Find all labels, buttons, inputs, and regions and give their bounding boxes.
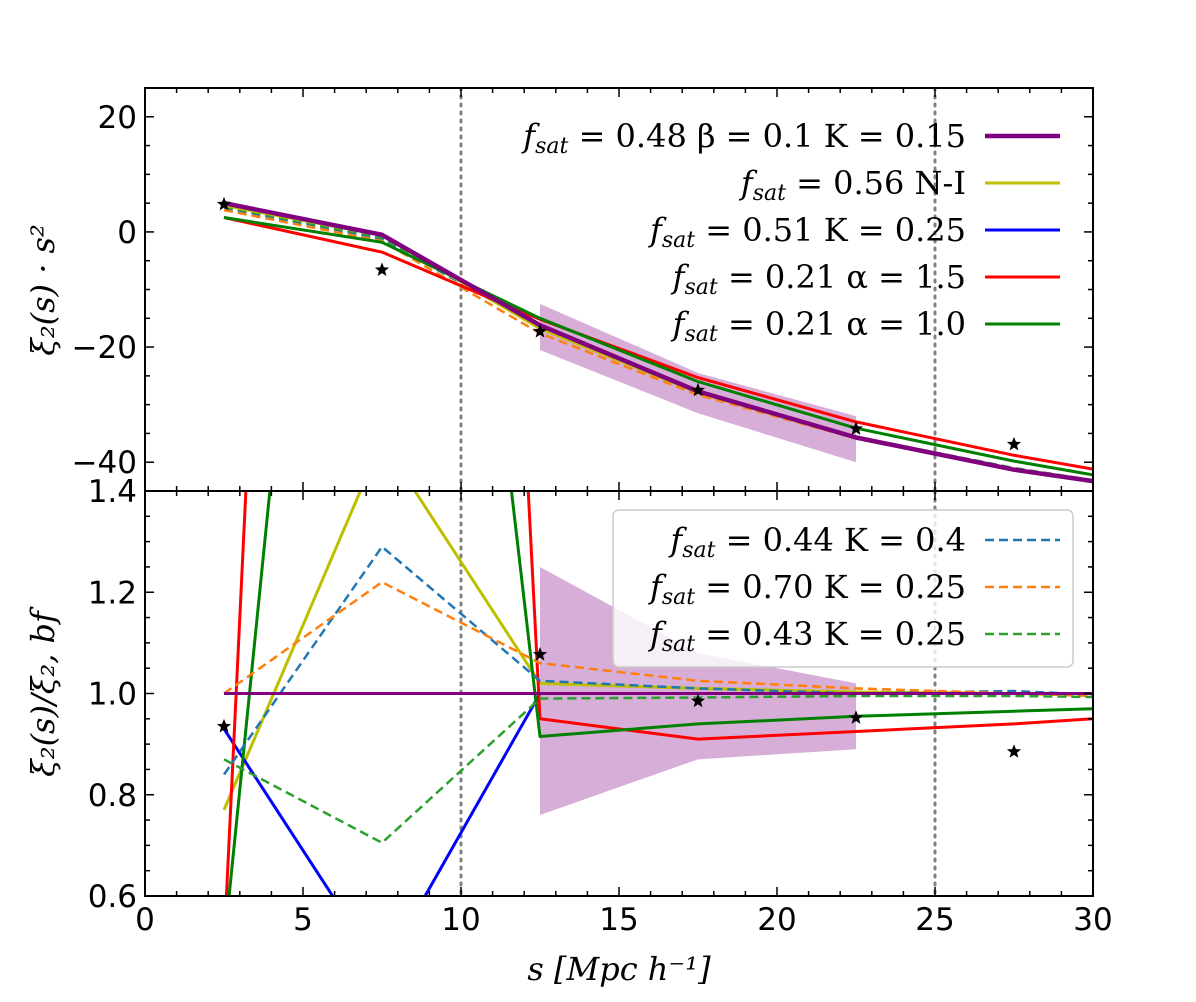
data-point-star — [848, 710, 864, 724]
series-line — [223, 216, 1093, 477]
series-line — [223, 205, 1093, 482]
y-tick-label: 0.6 — [88, 879, 137, 915]
y-tick-label: −20 — [72, 330, 137, 366]
y-tick-label: 1.4 — [88, 474, 137, 510]
y-tick-label: −40 — [72, 445, 137, 481]
top-panel: 20 0 −20 −40 ξ₂(s) · s² fsat = 0.48 β = 0.1… — [24, 87, 1094, 492]
data-point-star — [532, 647, 548, 661]
series-line — [224, 491, 1093, 896]
series-line — [223, 216, 1093, 471]
bottom-y-axis-label: ξ₂(s)/ξ₂, bf — [24, 606, 62, 777]
data-point-star — [216, 196, 232, 211]
data-point-star — [690, 382, 706, 397]
bottom-legend: fsat = 0.44 K = 0.4 fsat = 0.70 K = 0.25 f… — [612, 509, 1074, 668]
x-tick-label: 5 — [293, 902, 313, 938]
y-tick-label: 1.0 — [88, 677, 137, 713]
legend-entry-label: fsat = 0.70 K = 0.25 — [648, 568, 966, 610]
data-point-star — [690, 693, 706, 708]
data-point-star — [1006, 436, 1022, 451]
top-y-axis-label: ξ₂(s) · s² — [24, 224, 62, 356]
series-line — [222, 545, 1093, 776]
data-point-star — [532, 324, 548, 338]
y-tick-label: 0.8 — [88, 778, 137, 814]
data-point-star — [216, 718, 232, 733]
legend-entry-label: fsat = 0.51 K = 0.25 — [648, 211, 966, 253]
x-tick-label: 10 — [441, 902, 480, 938]
data-point-star — [848, 421, 864, 435]
y-tick-label: 20 — [98, 100, 137, 136]
legend-entry-label: fsat = 0.21 α = 1.0 — [671, 305, 966, 347]
legend-entry-label: fsat = 0.21 α = 1.5 — [671, 258, 966, 300]
x-tick-label: 15 — [599, 902, 638, 938]
data-point-star — [374, 262, 390, 276]
x-tick-label: 25 — [915, 902, 954, 938]
legend-frame — [612, 509, 1074, 668]
bottom-panel: 0.6 0.8 1.0 1.2 1.4 0 5 10 15 20 25 30 ξ₂(s)/ξ₂, bf… — [24, 474, 1113, 988]
top-axes: 20 0 −20 −40 — [72, 87, 1094, 492]
data-point-star — [1006, 744, 1022, 758]
x-tick-label: 0 — [135, 902, 155, 938]
x-axis-label: s [Mpc h⁻¹] — [527, 950, 711, 988]
x-tick-label: 30 — [1073, 902, 1112, 938]
y-tick-label: 0 — [117, 215, 137, 251]
top-legend: fsat = 0.48 β = 0.1 K = 0.15 fsat = 0.56 … — [521, 117, 1060, 347]
series-line — [223, 208, 1093, 483]
legend-entry-label: fsat = 0.44 K = 0.4 — [668, 521, 966, 563]
series-line — [227, 491, 1093, 896]
top-plot-area — [216, 88, 1093, 491]
y-tick-label: 1.2 — [88, 575, 137, 611]
legend-entry-label: fsat = 0.48 β = 0.1 K = 0.15 — [521, 117, 966, 159]
bottom-axes: 0.6 0.8 1.0 1.2 1.4 0 5 10 15 20 25 30 — [88, 474, 1113, 938]
x-tick-label: 20 — [757, 902, 796, 938]
legend-entry-label: fsat = 0.56 N-I — [739, 164, 966, 206]
legend-entry-label: fsat = 0.43 K = 0.25 — [648, 615, 966, 657]
